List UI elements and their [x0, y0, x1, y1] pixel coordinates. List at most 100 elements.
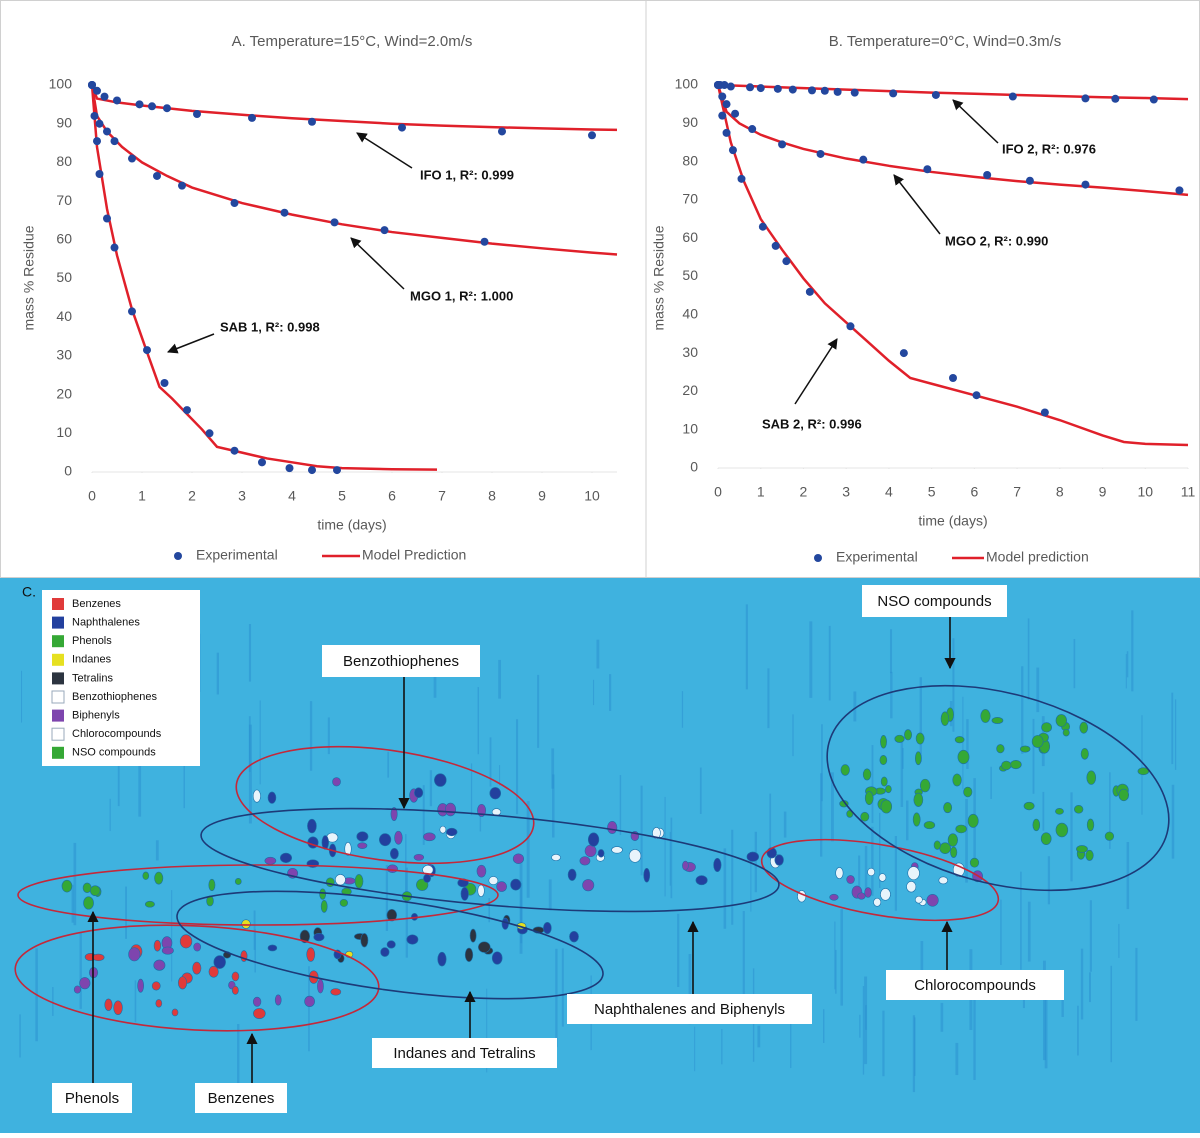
data-point: [900, 349, 908, 357]
data-point: [731, 110, 739, 118]
compound-spot: [941, 712, 949, 726]
data-point: [111, 137, 119, 145]
compound-spot: [232, 972, 239, 981]
compound-spot: [74, 986, 81, 993]
data-point: [789, 86, 797, 94]
compound-spot: [340, 899, 348, 906]
x-tick-label: 5: [338, 488, 346, 504]
legend-swatch: [52, 598, 64, 610]
compound-spot: [915, 896, 922, 903]
data-point: [1041, 408, 1049, 416]
data-point: [193, 110, 201, 118]
data-point: [772, 242, 780, 250]
callout-label: Indanes and Tetralins: [393, 1045, 535, 1062]
compound-spot: [868, 868, 875, 876]
data-point: [1175, 186, 1183, 194]
data-point: [932, 91, 940, 99]
data-point: [729, 146, 737, 154]
compound-spot: [461, 887, 469, 900]
y-tick-label: 30: [56, 347, 72, 363]
data-point: [111, 244, 119, 252]
compound-spot: [280, 853, 291, 863]
x-tick-label: 3: [238, 488, 246, 504]
compound-spot: [138, 979, 144, 992]
x-tick-label: 3: [842, 484, 850, 500]
callout-label: Chlorocompounds: [914, 977, 1036, 994]
compound-spot: [858, 893, 866, 900]
data-point: [96, 170, 104, 178]
legend-label: Experimental: [196, 547, 278, 563]
compound-spot: [881, 800, 892, 813]
y-tick-label: 40: [56, 308, 72, 324]
compound-spot: [275, 995, 281, 1005]
compound-spot: [253, 997, 261, 1006]
chart-title: A. Temperature=15°C, Wind=2.0m/s: [232, 33, 473, 50]
compound-spot: [307, 819, 316, 833]
legend-label: Chlorocompounds: [72, 728, 162, 740]
compound-spot: [114, 1001, 123, 1015]
compound-spot: [314, 933, 324, 941]
compound-spot: [265, 857, 276, 864]
compound-spot: [320, 889, 326, 900]
annotation: SAB 1, R²: 0.998: [220, 319, 320, 334]
y-tick-label: 80: [56, 153, 72, 169]
data-point: [983, 171, 991, 179]
y-tick-label: 100: [49, 76, 73, 92]
data-point: [821, 87, 829, 95]
compound-spot: [253, 790, 260, 802]
y-tick-label: 60: [56, 231, 72, 247]
compound-spot: [180, 935, 192, 948]
data-point: [778, 140, 786, 148]
compound-spot: [865, 791, 873, 804]
compound-spot: [414, 854, 424, 860]
y-tick-label: 100: [675, 76, 699, 92]
compound-spot: [105, 999, 112, 1011]
legend-label: Phenols: [72, 635, 112, 647]
data-point: [308, 466, 316, 474]
compound-spot: [943, 802, 951, 812]
data-point: [103, 215, 111, 223]
compound-spot: [968, 814, 978, 827]
legend-marker: [814, 554, 822, 562]
compound-spot: [863, 769, 871, 780]
callout-label: NSO compounds: [877, 593, 991, 610]
compound-spot: [172, 1009, 178, 1016]
compound-spot: [253, 1008, 265, 1018]
data-point: [1081, 181, 1089, 189]
compound-spot: [361, 933, 368, 947]
x-tick-label: 11: [1181, 484, 1196, 500]
x-axis-title: time (days): [918, 513, 987, 529]
compound-spot: [152, 982, 160, 991]
legend-label: Model Prediction: [362, 547, 466, 563]
y-tick-label: 0: [690, 459, 698, 475]
compound-spot: [580, 857, 590, 866]
compound-spot: [1055, 808, 1063, 814]
compound-spot: [612, 847, 623, 854]
callout-label: Benzenes: [208, 1090, 275, 1107]
legend-label: Benzothiophenes: [72, 691, 158, 703]
compound-spot: [358, 843, 367, 849]
x-tick-label: 1: [138, 488, 146, 504]
compound-spot: [1081, 748, 1088, 759]
compound-spot: [914, 793, 923, 807]
compound-spot: [920, 779, 930, 792]
data-point: [103, 127, 111, 135]
data-point: [718, 92, 726, 100]
annotation: MGO 2, R²: 0.990: [945, 233, 1048, 248]
compound-spot: [154, 940, 161, 951]
compound-spot: [156, 999, 162, 1007]
compound-spot: [143, 872, 149, 880]
data-point: [806, 288, 814, 296]
compound-spot: [317, 979, 323, 993]
panel-c-label: C.: [22, 584, 36, 600]
data-point: [143, 346, 151, 354]
compound-spot: [552, 854, 561, 860]
compound-spot: [235, 878, 241, 884]
compound-spot: [1119, 789, 1129, 801]
compound-spot: [958, 750, 969, 764]
x-tick-label: 2: [188, 488, 196, 504]
compound-spot: [145, 901, 154, 907]
x-tick-label: 7: [438, 488, 446, 504]
legend-swatch: [52, 672, 64, 684]
compound-spot: [214, 956, 226, 969]
